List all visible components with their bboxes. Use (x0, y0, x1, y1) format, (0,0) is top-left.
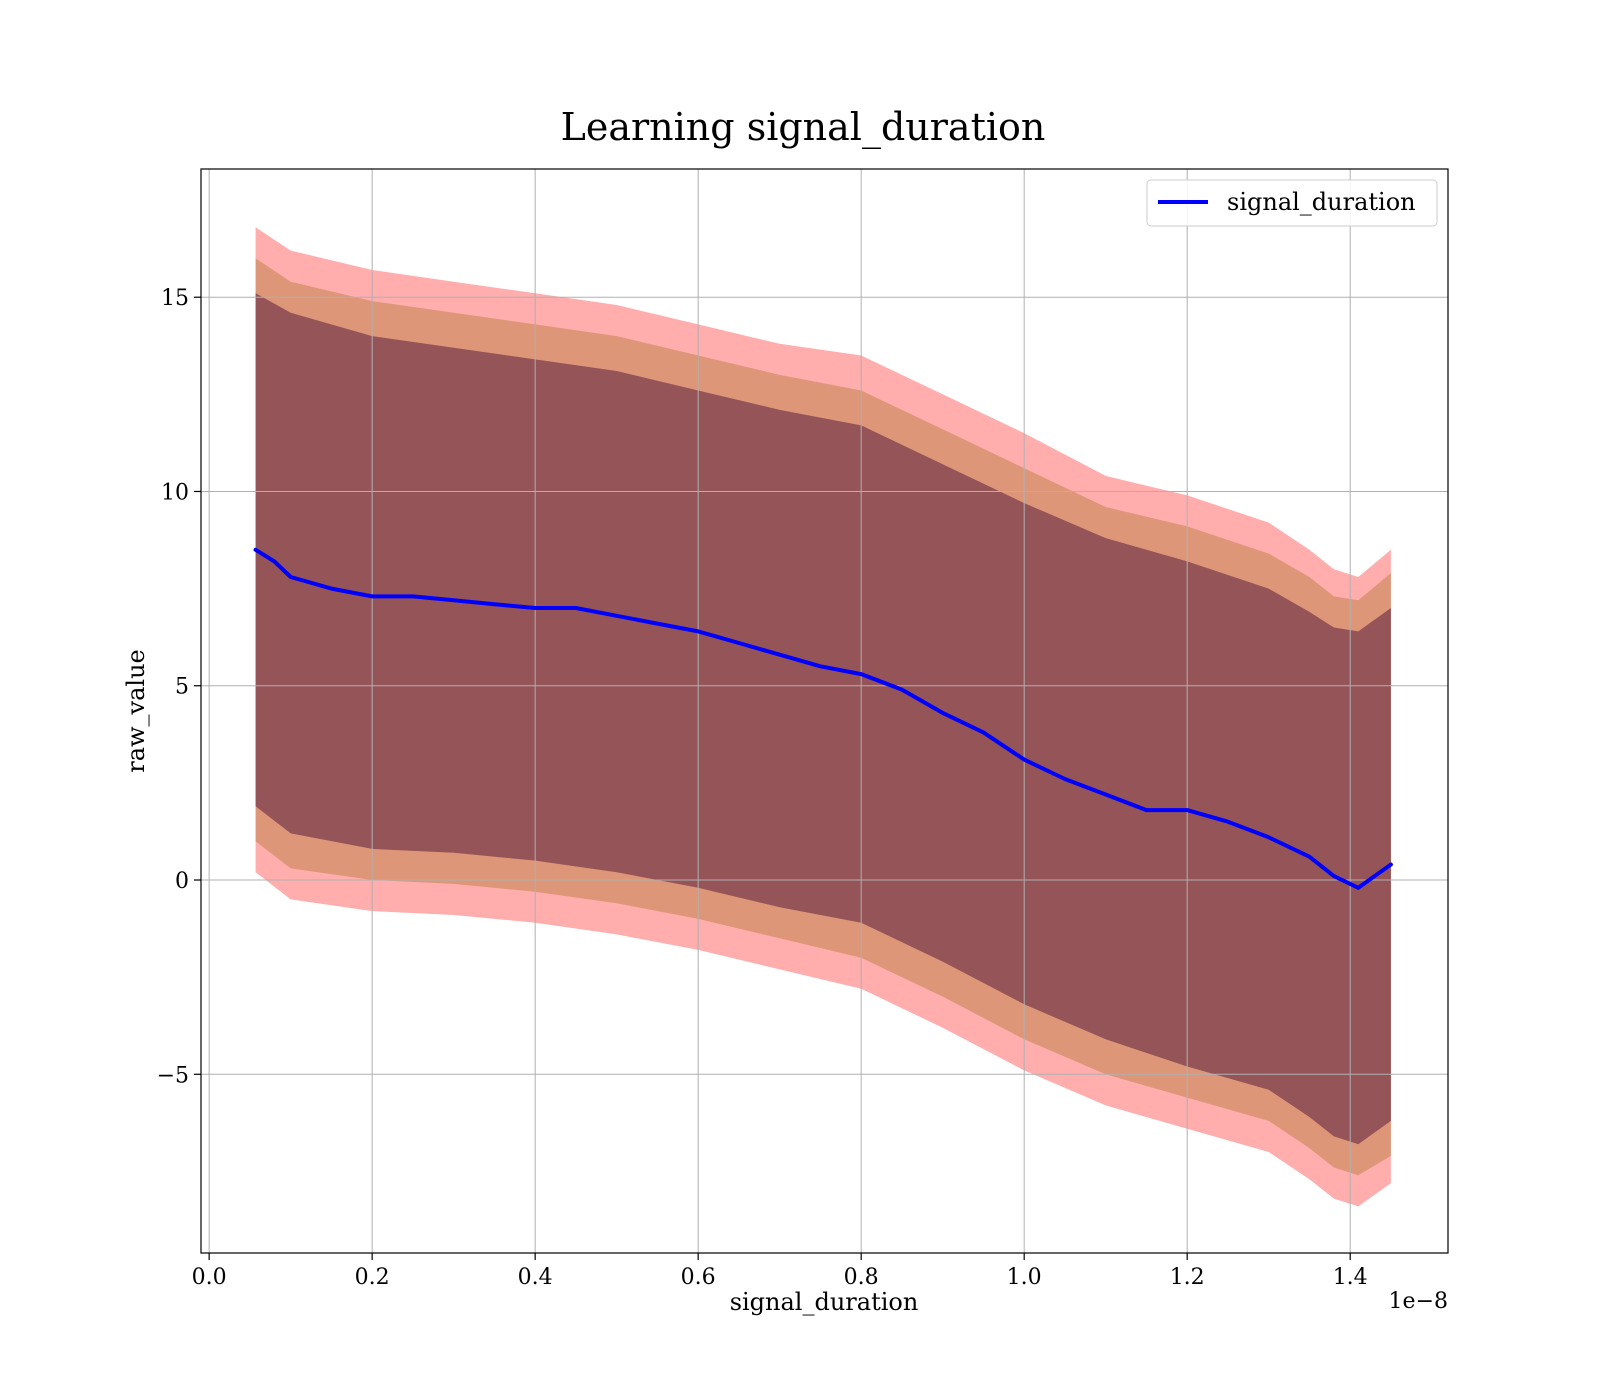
y-tick-label-2: 5 (175, 675, 189, 700)
grid (201, 169, 1448, 1253)
chart-title: Learning signal_duration (561, 105, 1046, 150)
x-tick-label-5: 1.0 (1007, 1265, 1042, 1290)
x-tick-label-3: 0.6 (681, 1265, 716, 1290)
x-axis-ticks: 0.0 0.2 0.4 0.6 0.8 1.0 1.2 1.4 (192, 1253, 1368, 1290)
x-tick-label-6: 1.2 (1170, 1265, 1205, 1290)
x-tick-label-4: 0.8 (844, 1265, 879, 1290)
series-line-0 (253, 547, 1393, 890)
band-3 (255, 293, 1391, 1145)
legend-label: signal_duration (1227, 188, 1416, 216)
y-axis-label: raw_value (122, 649, 150, 773)
y-tick-label-3: 10 (161, 480, 189, 505)
x-axis-label: signal_duration (730, 1288, 919, 1316)
x-tick-label-7: 1.4 (1333, 1265, 1368, 1290)
y-axis-ticks: −5 0 5 10 15 (157, 286, 201, 1088)
series-lines (253, 547, 1393, 890)
x-axis-offset-label: 1e−8 (1389, 1289, 1448, 1314)
legend-box (1146, 179, 1438, 227)
y-tick-label-4: 15 (161, 286, 189, 311)
x-tick-label-2: 0.4 (518, 1265, 553, 1290)
x-tick-label-0: 0.0 (192, 1265, 227, 1290)
x-tick-label-1: 0.2 (355, 1265, 390, 1290)
legend: signal_duration (1146, 179, 1438, 227)
plot-frame (200, 168, 1449, 1254)
confidence-bands (255, 227, 1391, 1207)
y-tick-label-1: 0 (175, 869, 189, 894)
y-tick-label-0: −5 (157, 1063, 189, 1088)
